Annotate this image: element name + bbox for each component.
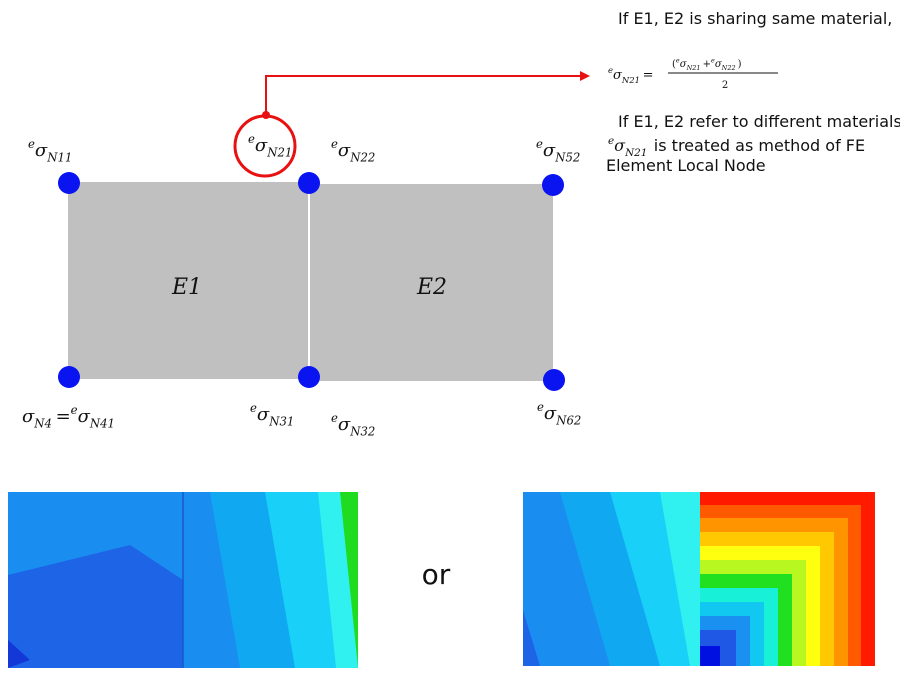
label-part: ) [738, 59, 742, 70]
label-part: N21 [686, 64, 701, 72]
element-label: E2 [416, 275, 447, 300]
label-part: σ [22, 406, 35, 427]
label-part: is treated as method of FE [654, 136, 865, 155]
label-part: σ [715, 59, 723, 70]
contour-band [8, 545, 183, 668]
label-part: N52 [554, 150, 580, 164]
label-part: N4 [33, 416, 52, 430]
contour-band [523, 610, 540, 666]
label-part: e [331, 411, 338, 425]
label-part: N31 [268, 414, 294, 428]
note-line: eσN21 is treated as method of FE [608, 135, 865, 159]
label-part: + [703, 59, 711, 70]
label-part: N11 [46, 150, 72, 164]
label-part: N41 [89, 416, 115, 430]
label-part: N32 [349, 424, 375, 438]
label-part: N22 [349, 150, 375, 164]
label-part: σ [613, 68, 623, 83]
label-part: e [331, 137, 338, 151]
label-part: e [248, 132, 255, 146]
label-part: e [250, 401, 257, 415]
node-label: σN4 =eσN41 [22, 403, 115, 431]
label-part: ( [672, 59, 676, 70]
node-dot [298, 366, 320, 388]
node-label: eσN31 [250, 401, 294, 429]
label-part: σ [544, 403, 557, 424]
contour-band [700, 646, 720, 666]
label-part: N62 [555, 413, 581, 427]
note-line: If E1, E2 refer to different materials, [618, 112, 900, 131]
node-label: eσN52 [536, 137, 580, 165]
label-part: e [676, 57, 680, 65]
label-part: σ [338, 140, 351, 161]
node-label: eσN62 [537, 400, 581, 428]
label-part: = [643, 68, 654, 83]
label-part: σ [255, 135, 268, 156]
node-dots [58, 172, 565, 391]
contour-band [660, 492, 700, 666]
label-part: σ [543, 140, 556, 161]
element-e2 [310, 184, 553, 381]
label-part: 2 [722, 80, 728, 91]
node-dot [58, 172, 80, 194]
label-part: N21 [266, 145, 292, 159]
label-part: σ [78, 406, 91, 427]
node-label: eσN22 [331, 137, 375, 165]
node-label: eσN11 [28, 137, 72, 165]
formula-numerator: (eσN21 +eσN22) [672, 57, 742, 73]
label-part: e [536, 137, 543, 151]
connector-arrow [580, 71, 590, 81]
contour-image-left [8, 492, 358, 668]
label-part: σ [680, 59, 688, 70]
node-label: eσN32 [331, 411, 375, 439]
formula-lhs: eσN21 = [608, 65, 654, 85]
note-line: If E1, E2 is sharing same material, [618, 9, 892, 28]
label-part: σ [614, 136, 626, 155]
label-part: e [71, 403, 78, 417]
label-part: σ [257, 404, 270, 425]
note-line: Element Local Node [606, 156, 766, 175]
node-dot [298, 172, 320, 194]
formula-denominator: 2 [722, 80, 728, 91]
label-part: σ [35, 140, 48, 161]
node-dot [543, 369, 565, 391]
label-part: = [56, 406, 71, 427]
label-part: e [711, 57, 715, 65]
contour-image-right [523, 492, 875, 666]
label-part: e [28, 137, 35, 151]
label-part: N22 [721, 64, 736, 72]
separator-text: or [422, 558, 451, 591]
contour-band [8, 640, 30, 668]
node-label: eσN21 [248, 132, 292, 160]
element-e1 [68, 182, 309, 379]
node-dot [58, 366, 80, 388]
label-part: σ [338, 414, 351, 435]
contour-band [340, 492, 358, 668]
label-part: N21 [621, 75, 640, 85]
label-part: e [537, 400, 544, 414]
node-dot [542, 174, 564, 196]
label-part: e [608, 65, 613, 75]
connector-line [265, 75, 580, 115]
label-part: e [608, 135, 614, 147]
element-label: E1 [171, 275, 202, 300]
label-part: N21 [624, 147, 647, 159]
